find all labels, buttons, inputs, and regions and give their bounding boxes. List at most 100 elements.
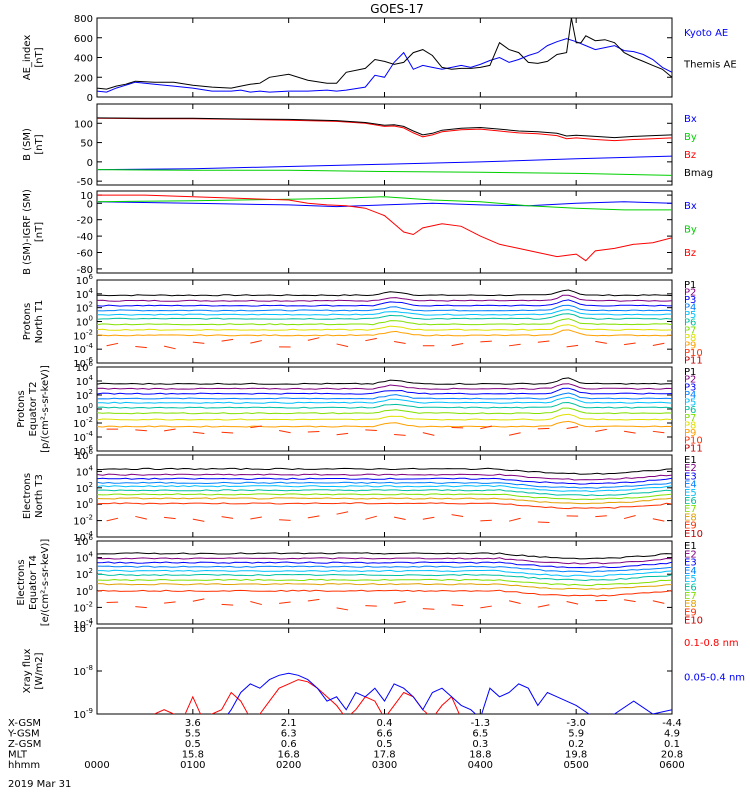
channel-line <box>97 408 672 414</box>
panel-frame <box>97 104 672 185</box>
time-axis-value: 17.8 <box>373 750 395 761</box>
y-tick-label: 106 <box>76 534 94 548</box>
channel-line <box>97 378 672 384</box>
series-line <box>97 156 672 170</box>
legend-entry: Bz <box>684 248 696 259</box>
low-count-segment <box>509 601 520 604</box>
y-axis-label: B (SM) <box>22 128 33 161</box>
low-count-segment <box>423 433 435 436</box>
low-count-segment <box>509 433 520 436</box>
legend-entry: P11 <box>684 443 703 454</box>
y-tick-label: 10-4 <box>73 430 93 444</box>
figure-title: GOES-17 <box>370 2 424 16</box>
y-tick-label: 50 <box>80 139 93 150</box>
time-axis-value: 0.2 <box>568 739 584 750</box>
low-count-segment <box>337 512 349 514</box>
y-tick-label: 100 <box>76 402 93 416</box>
channel-line <box>97 325 672 331</box>
time-axis-value: 0000 <box>84 760 109 771</box>
date-label: 2019 Mar 31 <box>8 779 71 790</box>
y-tick-label: 10-8 <box>73 664 93 678</box>
y-tick-label: 102 <box>76 388 93 402</box>
low-count-segment <box>595 429 607 431</box>
channel-line <box>97 319 672 325</box>
y-tick-label: 104 <box>76 374 94 388</box>
y-axis-label: [e/(cm²-s-sr-keV)] <box>40 539 51 627</box>
y-axis-label: [W/m2] <box>34 652 45 689</box>
low-count-segment <box>653 431 665 432</box>
channel-line <box>97 290 672 296</box>
series-group <box>97 553 672 610</box>
time-axis-value: 0400 <box>468 760 493 771</box>
y-tick-label: 10-7 <box>73 621 93 635</box>
y-axis-label: AE_index <box>22 35 33 81</box>
low-count-segment <box>538 522 550 523</box>
y-tick-label: 400 <box>74 54 93 65</box>
y-tick-label: 10-2 <box>73 328 93 342</box>
low-count-segment <box>164 517 176 518</box>
low-count-segment <box>423 609 435 610</box>
series-group <box>97 378 672 435</box>
channel-line <box>97 553 672 559</box>
low-count-segment <box>452 605 464 606</box>
time-axis-value: -1.3 <box>471 718 491 729</box>
y-tick-label: 100 <box>76 584 93 598</box>
time-axis-value: 0200 <box>276 760 301 771</box>
y-axis-label: Electrons <box>16 559 27 605</box>
y-tick-label: -40 <box>77 232 93 243</box>
y-tick-label: 10-9 <box>73 707 93 721</box>
y-tick-label: 102 <box>76 301 93 315</box>
low-count-segment <box>193 519 205 521</box>
y-tick-label: 0 <box>87 158 93 169</box>
legend-entry: Bmag <box>684 168 713 179</box>
time-axis-value: 5.9 <box>568 729 584 740</box>
legend-entry: By <box>684 224 697 235</box>
low-count-segment <box>365 338 377 340</box>
low-count-segment <box>135 347 147 348</box>
low-count-segment <box>480 606 492 608</box>
time-axis-value: 0300 <box>372 760 397 771</box>
low-count-segment <box>452 344 464 346</box>
series-group <box>97 195 672 261</box>
time-axis-value: 0.5 <box>377 739 393 750</box>
channel-line <box>97 468 672 474</box>
legend-entry: 0.1-0.8 nm <box>684 638 739 649</box>
low-count-segment <box>135 607 147 608</box>
y-axis-label: [p/(cm²-s-sr-keV)] <box>40 365 51 453</box>
low-count-segment <box>308 599 320 601</box>
low-count-segment <box>567 602 579 605</box>
series-group <box>155 673 673 722</box>
time-axis-value: 2.1 <box>281 718 297 729</box>
y-tick-label: 100 <box>74 119 93 130</box>
time-axis-value: -3.0 <box>566 718 586 729</box>
y-axis-label: [nT] <box>34 47 45 67</box>
legend-entry: By <box>684 132 697 143</box>
legend-entry: Bx <box>684 114 697 125</box>
low-count-segment <box>308 516 320 518</box>
low-count-segment <box>222 432 234 433</box>
y-tick-label: 100 <box>76 497 93 511</box>
y-axis-label: Xray flux <box>22 649 33 694</box>
channel-line <box>97 384 672 390</box>
time-axis-value: 6.5 <box>472 729 488 740</box>
y-axis-label: Equator T2 <box>28 382 39 437</box>
low-count-segment <box>308 338 320 341</box>
low-count-segment <box>365 516 377 519</box>
y-axis-label: Equator T4 <box>28 555 39 610</box>
low-count-segment <box>164 429 176 431</box>
low-count-segment <box>394 434 406 435</box>
y-tick-label: 10-2 <box>73 514 93 528</box>
time-axis-value: 18.8 <box>469 750 491 761</box>
low-count-segment <box>279 602 291 603</box>
channel-line <box>97 590 672 596</box>
legend-entry: Bx <box>684 201 697 212</box>
y-tick-label: 10-2 <box>73 600 93 614</box>
legend-entry: P11 <box>684 355 703 366</box>
low-count-segment <box>538 341 550 342</box>
series-group <box>97 18 672 92</box>
